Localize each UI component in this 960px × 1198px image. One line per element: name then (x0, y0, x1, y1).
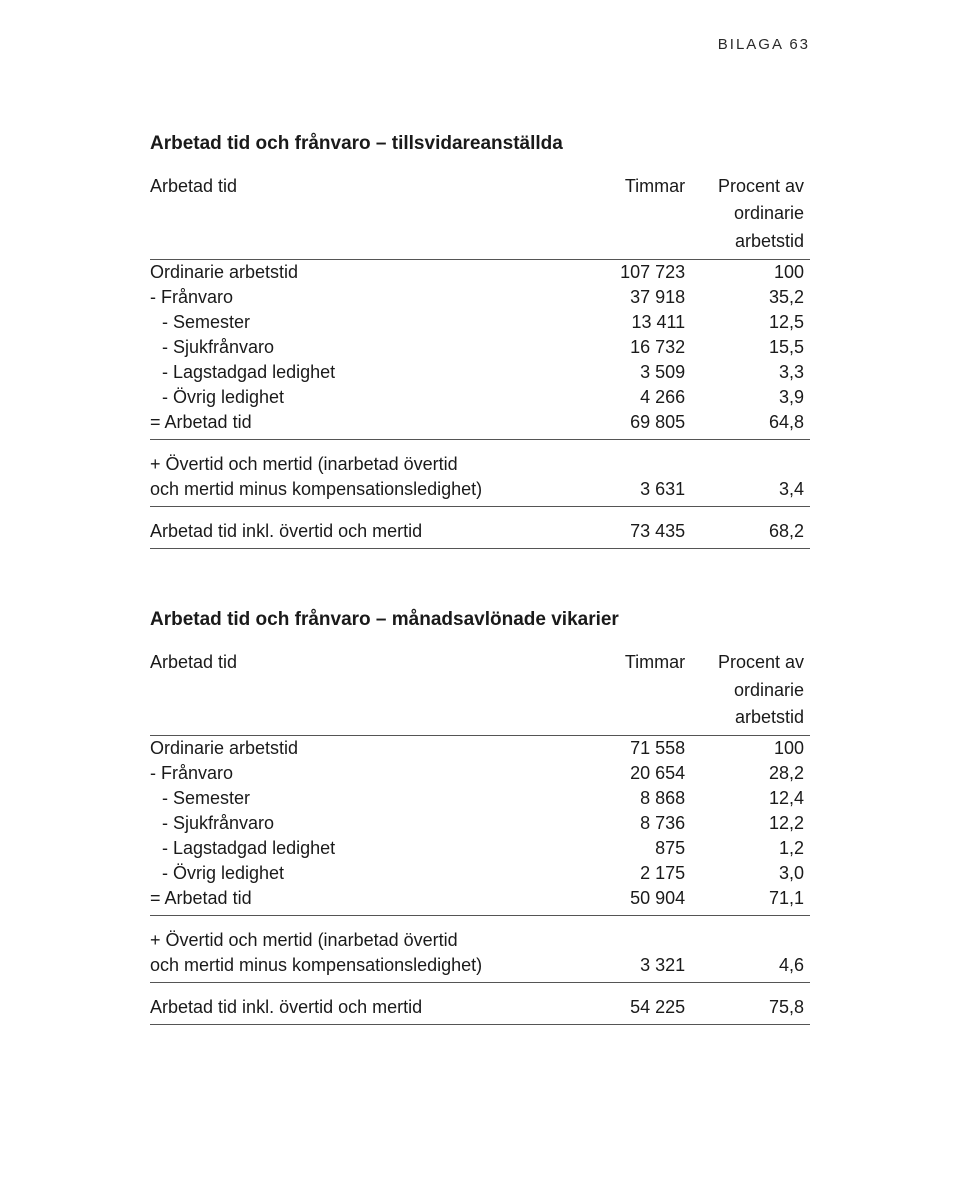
row-label: - Frånvaro (150, 761, 572, 786)
row-pct: 100 (691, 260, 810, 286)
row-pct: 1,2 (691, 836, 810, 861)
table-row: - Sjukfrånvaro 16 732 15,5 (150, 335, 810, 360)
overtid-line1: + Övertid och mertid (inarbetad övertid (150, 440, 810, 478)
row-pct: 3,9 (691, 385, 810, 410)
col-header-procent-1: Procent av (691, 649, 810, 676)
row-timmar: 8 736 (572, 811, 691, 836)
table2: Arbetad tid Timmar Procent av ordinarie … (150, 649, 810, 1025)
row-label: - Semester (150, 786, 572, 811)
table1-title: Arbetad tid och frånvaro – tillsvidarean… (150, 133, 810, 155)
row-pct: 35,2 (691, 285, 810, 310)
row-pct: 3,0 (691, 861, 810, 886)
page-header: BILAGA 63 (150, 36, 810, 53)
row-timmar: 107 723 (572, 260, 691, 286)
row-timmar: 50 904 (572, 886, 691, 916)
row-timmar: 37 918 (572, 285, 691, 310)
row-pct: 28,2 (691, 761, 810, 786)
table-row-total: Arbetad tid inkl. övertid och mertid 73 … (150, 507, 810, 549)
total-label: Arbetad tid inkl. övertid och mertid (150, 507, 572, 549)
row-label: - Sjukfrånvaro (150, 335, 572, 360)
total-pct: 68,2 (691, 507, 810, 549)
row-timmar: 3 509 (572, 360, 691, 385)
row-pct: 12,2 (691, 811, 810, 836)
table-row: och mertid minus kompensationsledighet) … (150, 953, 810, 983)
row-pct: 100 (691, 736, 810, 762)
col-header-procent-3: arbetstid (691, 228, 810, 260)
table-row: och mertid minus kompensationsledighet) … (150, 477, 810, 507)
table-row: + Övertid och mertid (inarbetad övertid (150, 916, 810, 954)
row-timmar: 8 868 (572, 786, 691, 811)
row-label: - Sjukfrånvaro (150, 811, 572, 836)
row-pct: 12,5 (691, 310, 810, 335)
table-row: - Övrig ledighet 2 175 3,0 (150, 861, 810, 886)
row-timmar: 16 732 (572, 335, 691, 360)
row-timmar: 13 411 (572, 310, 691, 335)
row-timmar: 4 266 (572, 385, 691, 410)
row-label: - Lagstadgad ledighet (150, 836, 572, 861)
col-header-procent-2: ordinarie (691, 200, 810, 227)
table1: Arbetad tid Timmar Procent av ordinarie … (150, 173, 810, 549)
row-label: - Övrig ledighet (150, 861, 572, 886)
table-row: - Frånvaro 20 654 28,2 (150, 761, 810, 786)
row-label: Ordinarie arbetstid (150, 736, 572, 762)
row-pct: 64,8 (691, 410, 810, 440)
row-pct: 15,5 (691, 335, 810, 360)
row-label: Ordinarie arbetstid (150, 260, 572, 286)
table-row: = Arbetad tid 69 805 64,8 (150, 410, 810, 440)
col-header-procent-3: arbetstid (691, 704, 810, 736)
row-label: - Övrig ledighet (150, 385, 572, 410)
row-label: - Semester (150, 310, 572, 335)
col-header-procent-1: Procent av (691, 173, 810, 200)
row-timmar: 875 (572, 836, 691, 861)
col-header-timmar: Timmar (572, 649, 691, 676)
overtid-pct: 3,4 (691, 477, 810, 507)
total-label: Arbetad tid inkl. övertid och mertid (150, 983, 572, 1025)
row-label: = Arbetad tid (150, 886, 572, 916)
table-row: - Lagstadgad ledighet 3 509 3,3 (150, 360, 810, 385)
table-row: - Frånvaro 37 918 35,2 (150, 285, 810, 310)
overtid-timmar: 3 631 (572, 477, 691, 507)
col-header-arbetad-tid: Arbetad tid (150, 649, 572, 676)
col-header-procent-2: ordinarie (691, 677, 810, 704)
table-row: Ordinarie arbetstid 107 723 100 (150, 260, 810, 286)
table2-title: Arbetad tid och frånvaro – månadsavlönad… (150, 609, 810, 631)
row-pct: 12,4 (691, 786, 810, 811)
total-timmar: 54 225 (572, 983, 691, 1025)
overtid-pct: 4,6 (691, 953, 810, 983)
row-label: - Lagstadgad ledighet (150, 360, 572, 385)
row-label: - Frånvaro (150, 285, 572, 310)
table-row-total: Arbetad tid inkl. övertid och mertid 54 … (150, 983, 810, 1025)
row-timmar: 20 654 (572, 761, 691, 786)
overtid-line2: och mertid minus kompensationsledighet) (150, 953, 572, 983)
col-header-timmar: Timmar (572, 173, 691, 200)
table-row: - Semester 13 411 12,5 (150, 310, 810, 335)
row-timmar: 2 175 (572, 861, 691, 886)
table-row: Ordinarie arbetstid 71 558 100 (150, 736, 810, 762)
total-timmar: 73 435 (572, 507, 691, 549)
row-timmar: 71 558 (572, 736, 691, 762)
row-pct: 71,1 (691, 886, 810, 916)
row-pct: 3,3 (691, 360, 810, 385)
row-label: = Arbetad tid (150, 410, 572, 440)
table-row: + Övertid och mertid (inarbetad övertid (150, 440, 810, 478)
table-row: - Semester 8 868 12,4 (150, 786, 810, 811)
table-row: - Sjukfrånvaro 8 736 12,2 (150, 811, 810, 836)
col-header-arbetad-tid: Arbetad tid (150, 173, 572, 200)
overtid-timmar: 3 321 (572, 953, 691, 983)
table-row: - Lagstadgad ledighet 875 1,2 (150, 836, 810, 861)
total-pct: 75,8 (691, 983, 810, 1025)
overtid-line1: + Övertid och mertid (inarbetad övertid (150, 916, 810, 954)
overtid-line2: och mertid minus kompensationsledighet) (150, 477, 572, 507)
row-timmar: 69 805 (572, 410, 691, 440)
table-row: = Arbetad tid 50 904 71,1 (150, 886, 810, 916)
table-row: - Övrig ledighet 4 266 3,9 (150, 385, 810, 410)
page: BILAGA 63 Arbetad tid och frånvaro – til… (0, 0, 960, 1198)
